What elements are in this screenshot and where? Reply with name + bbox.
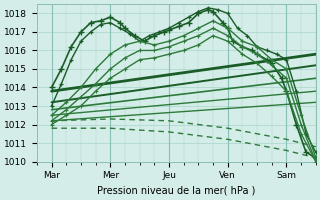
X-axis label: Pression niveau de la mer( hPa ): Pression niveau de la mer( hPa ) [97,186,256,196]
